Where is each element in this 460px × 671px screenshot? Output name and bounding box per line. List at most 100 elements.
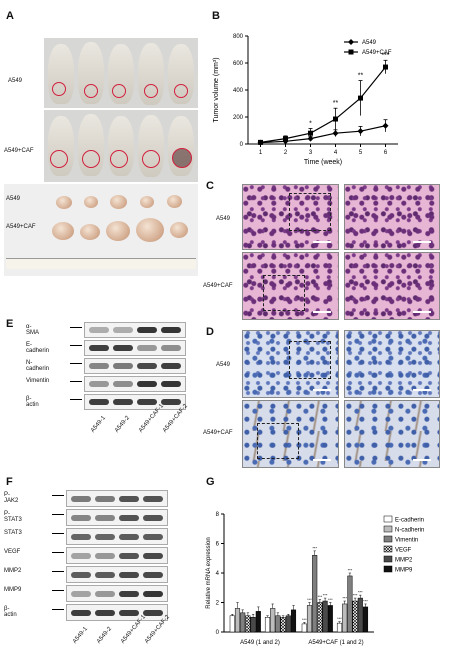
- blot-lane-label: A549-2: [96, 626, 114, 645]
- blot-band: [95, 609, 115, 616]
- significance-label: ***: [363, 598, 368, 603]
- blot-strip: [66, 547, 168, 564]
- blot-band: [113, 381, 133, 387]
- bar-MMP2: [285, 615, 291, 633]
- blot-band: [161, 363, 181, 369]
- legend-swatch-4: [383, 555, 393, 563]
- bar-N-cadherin: [306, 605, 313, 633]
- data-point: [308, 130, 313, 136]
- series-line-1: [260, 66, 386, 143]
- bar-Vimentin: [240, 612, 246, 633]
- mice-photo-a549-caf: [44, 110, 198, 182]
- legend-swatch-2: [383, 535, 393, 543]
- blot-protein-label: β-actin: [26, 396, 39, 408]
- blot-band: [119, 609, 139, 616]
- blot-protein-label: Vimentin: [26, 378, 50, 384]
- blot-band: [113, 363, 133, 369]
- data-point: [258, 139, 263, 145]
- blot-strip: [66, 490, 168, 507]
- blot-lane-label: A549-1: [90, 415, 108, 434]
- blot-band: [71, 571, 91, 578]
- legend-label-0: E-cadherin: [395, 518, 424, 524]
- x-tick-label: 4: [334, 150, 338, 156]
- significance-label: ***: [302, 617, 307, 622]
- panel-e-label: E: [6, 318, 14, 330]
- ihc-image-a549-caf: [242, 400, 339, 468]
- blot-band: [137, 399, 157, 405]
- bar-MMP2: [322, 600, 328, 633]
- bar-E-cadherin: [264, 617, 271, 633]
- blot-pointer: [70, 345, 82, 346]
- bar-MMP9: [362, 606, 369, 633]
- blot-band: [71, 609, 91, 616]
- x-tick-label: 5: [359, 150, 363, 156]
- blot-pointer: [52, 552, 64, 553]
- panel-c-row1-label: A549: [216, 216, 231, 222]
- blot-band: [161, 345, 181, 351]
- blot-pointer: [70, 399, 82, 400]
- data-point: [358, 95, 363, 101]
- data-point: [382, 122, 389, 129]
- significance-label: *: [309, 120, 312, 127]
- y-tick-label: 800: [233, 34, 244, 40]
- blot-strip: [84, 322, 186, 338]
- blot-band: [137, 363, 157, 369]
- y-axis-label: Tumor volume (mm³): [213, 57, 220, 122]
- legend-label-1: N-cadherin: [395, 528, 424, 534]
- blot-pointer: [52, 571, 64, 572]
- bar-MMP9: [327, 605, 333, 633]
- he-image-a549-zoom: [344, 184, 440, 250]
- blot-band: [161, 399, 181, 405]
- he-image-a549-caf: [242, 252, 339, 320]
- x-axis-label: Time (week): [304, 159, 342, 166]
- blot-band: [143, 533, 163, 540]
- panel-b-label: B: [212, 10, 220, 22]
- blot-band: [95, 533, 115, 540]
- significance-label: ***: [318, 594, 323, 599]
- panel-d-label: D: [206, 326, 214, 338]
- blot-strip: [66, 509, 168, 526]
- mice-photo-a549: [44, 38, 198, 108]
- panel-d-row1-label: A549: [216, 362, 231, 368]
- legend-label-0: A549: [362, 40, 377, 46]
- y-tick-label: 6: [216, 542, 220, 548]
- bar-E-cadherin: [301, 623, 307, 633]
- y-tick-label: 2: [216, 601, 220, 607]
- blot-protein-label: P-JAK2: [4, 492, 19, 504]
- bar-E-cadherin: [336, 622, 343, 633]
- bar-VEGF: [352, 600, 358, 633]
- y-tick-label: 4: [216, 571, 220, 577]
- blot-band: [89, 381, 109, 387]
- significance-label: ***: [337, 616, 342, 621]
- blot-protein-label: MMP2: [4, 568, 22, 574]
- bar-N-cadherin: [234, 608, 241, 633]
- y-tick-label: 8: [216, 512, 220, 518]
- bar-Vimentin: [312, 555, 318, 633]
- blot-band: [95, 590, 115, 597]
- significance-label: ***: [312, 545, 317, 550]
- blot-band: [143, 514, 163, 521]
- blot-protein-label: P-STAT3: [4, 511, 22, 523]
- blot-band: [71, 495, 91, 502]
- blot-band: [143, 495, 163, 502]
- he-image-a549: [242, 184, 339, 250]
- legend-label-4: MMP2: [395, 558, 413, 564]
- blot-band: [71, 552, 91, 559]
- blot-pointer: [52, 609, 64, 610]
- blot-band: [71, 533, 91, 540]
- bar-Vimentin: [275, 615, 281, 633]
- panel-a-label: A: [6, 10, 14, 22]
- y-tick-label: 200: [233, 115, 244, 121]
- blot-band: [119, 514, 139, 521]
- blot-strip: [84, 358, 186, 374]
- series-line-0: [260, 125, 386, 144]
- blot-pointer: [70, 327, 82, 328]
- blot-protein-label: VEGF: [4, 549, 21, 555]
- blot-band: [143, 571, 163, 578]
- blot-strip: [84, 340, 186, 356]
- blot-band: [89, 345, 109, 351]
- tumor-photo: [4, 184, 198, 276]
- blot-band: [137, 381, 157, 387]
- blot-band: [161, 327, 181, 333]
